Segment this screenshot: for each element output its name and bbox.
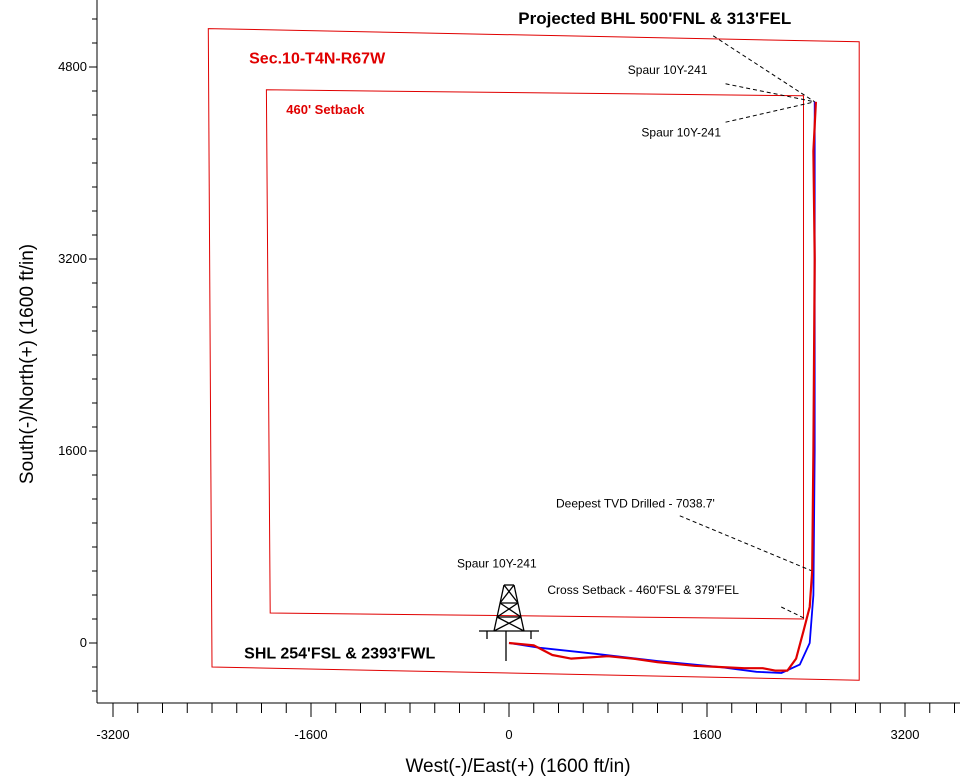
leader-line [781, 606, 807, 620]
x-axis-label: West(-)/East(+) (1600 ft/in) [405, 756, 630, 777]
y-tick-label: 3200 [58, 251, 87, 266]
rig-strut [496, 602, 519, 618]
actual-wellbore-line [508, 101, 817, 672]
annotation-sp3: Spaur 10Y-241 [457, 556, 537, 570]
annotation-bhl: Projected BHL 500'FNL & 313'FEL [518, 9, 791, 28]
rig-strut [499, 584, 515, 604]
annotation-cross: Cross Setback - 460'FSL & 379'FEL [547, 583, 739, 597]
annotation-set: 460' Setback [286, 102, 365, 117]
section-boundary [207, 28, 860, 681]
leader-line [679, 515, 813, 572]
wellbore-paths [508, 101, 817, 674]
plan-wellbore-line [508, 101, 816, 674]
annotation-sp2: Spaur 10Y-241 [641, 126, 721, 140]
x-tick-label: -3200 [96, 727, 129, 742]
rig-strut [496, 616, 525, 632]
annotation-sec: Sec.10-T4N-R67W [249, 50, 386, 67]
annotation-sp1: Spaur 10Y-241 [628, 63, 708, 77]
annotations: Projected BHL 500'FNL & 313'FEL Sec.10-T4… [244, 9, 791, 663]
y-tick-label: 0 [80, 635, 87, 650]
leader-line [725, 83, 815, 103]
setback-boundary [265, 89, 804, 620]
rig-strut [493, 584, 505, 632]
rig-strut [499, 602, 522, 618]
y-tick-label: 1600 [58, 443, 87, 458]
axes: -3200 -1600 0 1600 3200 0 1600 3200 4800 [58, 0, 960, 742]
annotation-tvd: Deepest TVD Drilled - 7038.7' [556, 496, 715, 510]
drilling-rig-icon [479, 584, 539, 661]
leader-line [725, 101, 815, 123]
x-tick-label: -1600 [294, 727, 327, 742]
lease-boundaries [207, 28, 860, 681]
x-tick-label: 1600 [693, 727, 722, 742]
x-tick-label: 0 [505, 727, 512, 742]
rig-strut [513, 584, 525, 632]
annotation-leader-lines [679, 35, 815, 620]
rig-strut [503, 584, 519, 604]
rig-strut [493, 616, 522, 632]
annotation-shl: SHL 254'FSL & 2393'FWL [244, 646, 435, 663]
y-tick-label: 4800 [58, 59, 87, 74]
y-axis-label: South(-)/North(+) (1600 ft/in) [17, 244, 38, 484]
leader-line [712, 35, 815, 103]
x-tick-label: 3200 [891, 727, 920, 742]
